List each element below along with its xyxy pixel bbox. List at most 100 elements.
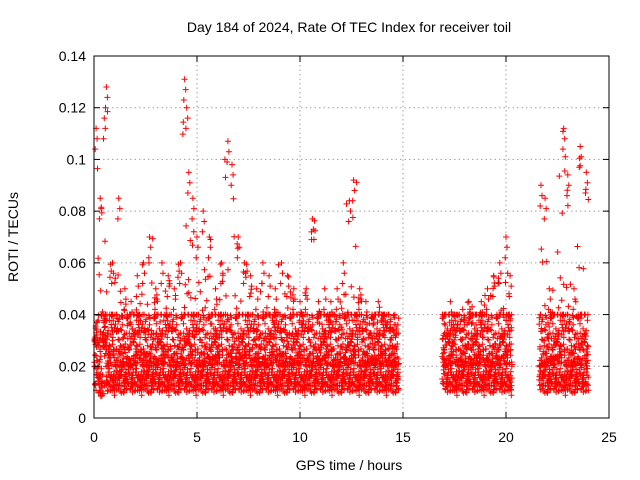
roti-point [201, 266, 208, 273]
roti-point [149, 341, 156, 347]
roti-point [341, 270, 348, 277]
roti-point [188, 317, 194, 324]
roti-point [235, 234, 242, 240]
roti-point [101, 324, 108, 331]
roti-point [110, 317, 117, 324]
roti-point [567, 281, 574, 288]
roti-point [254, 296, 261, 303]
roti-point [356, 285, 363, 292]
roti-point [180, 119, 187, 126]
roti-point [200, 321, 207, 328]
roti-point [134, 272, 141, 279]
roti-point [108, 280, 115, 287]
roti-point [234, 320, 241, 327]
roti-point [168, 311, 175, 318]
roti-point [506, 293, 513, 300]
roti-point [554, 249, 561, 255]
roti-point [536, 314, 543, 321]
roti-point [98, 365, 105, 372]
roti-point [158, 336, 165, 343]
roti-point [218, 259, 225, 266]
roti-point [343, 200, 350, 207]
roti-point [115, 195, 122, 202]
roti-point [223, 292, 229, 299]
roti-point [195, 311, 202, 318]
roti-point [447, 298, 454, 305]
roti-point [254, 327, 261, 334]
roti-point [549, 320, 556, 327]
roti-point [547, 296, 554, 303]
roti-point [247, 272, 254, 279]
roti-point [272, 285, 279, 292]
roti-point [195, 279, 202, 286]
roti-point [131, 336, 138, 343]
y-tick-label: 0.12 [59, 100, 86, 116]
roti-point [186, 179, 193, 186]
roti-point [246, 293, 253, 300]
roti-point [321, 285, 328, 292]
roti-point [268, 381, 275, 388]
roti-point [195, 244, 201, 251]
roti-point [580, 265, 587, 272]
roti-point [262, 320, 268, 327]
roti-point [196, 336, 203, 343]
roti-point [162, 331, 169, 338]
roti-point [240, 280, 247, 287]
roti-point [217, 261, 224, 268]
roti-point [97, 195, 104, 202]
roti-point [101, 115, 108, 122]
roti-point [259, 280, 266, 287]
roti-point [220, 392, 227, 399]
roti-point [566, 336, 573, 343]
roti-point [184, 375, 191, 382]
roti-point [247, 324, 254, 331]
roti-point [197, 337, 204, 343]
roti-point [138, 324, 145, 331]
roti-point [146, 321, 153, 328]
roti-point [571, 285, 577, 292]
roti-point [564, 192, 570, 199]
roti-point [196, 325, 203, 332]
roti-point [582, 311, 589, 318]
roti-point [247, 392, 254, 399]
x-tick-label: 20 [498, 429, 514, 445]
roti-point [583, 169, 590, 176]
roti-point [205, 254, 212, 261]
roti-point [111, 392, 118, 399]
roti-point [561, 135, 568, 142]
roti-point [120, 334, 127, 341]
y-tick-label: 0.1 [67, 151, 87, 167]
roti-point [165, 392, 172, 399]
roti-point [232, 292, 239, 299]
roti-point [160, 270, 166, 277]
roti-point [285, 273, 292, 280]
roti-point [138, 291, 145, 298]
roti-point [152, 285, 159, 292]
roti-point [163, 305, 170, 312]
roti-point [184, 190, 191, 196]
roti-point [225, 337, 231, 343]
roti-point [585, 196, 592, 203]
roti-point [121, 306, 128, 313]
roti-point [395, 315, 402, 322]
roti-point [538, 182, 544, 189]
roti-point [577, 162, 584, 169]
roti-point [562, 153, 569, 160]
roti-point [559, 210, 566, 217]
roti-point [555, 304, 562, 311]
roti-point [133, 365, 140, 372]
roti-point [193, 392, 200, 399]
roti-point [537, 203, 544, 209]
roti-point [99, 372, 106, 378]
roti-point [350, 294, 357, 301]
roti-point [133, 293, 140, 300]
roti-point [541, 215, 548, 222]
roti-point [559, 146, 566, 153]
roti-point [102, 238, 108, 245]
roti-point [185, 276, 192, 283]
roti-point [116, 337, 123, 343]
roti-point [207, 244, 214, 251]
roti-point [111, 324, 118, 331]
roti-point [241, 381, 248, 388]
roti-point [189, 215, 196, 222]
